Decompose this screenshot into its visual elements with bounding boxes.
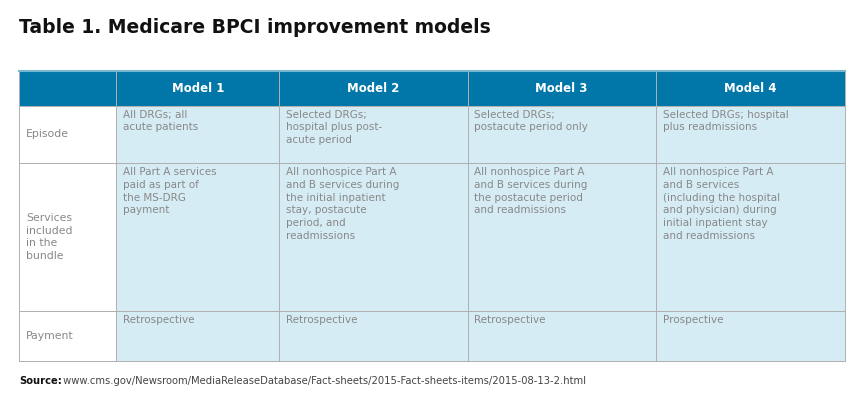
Text: Prospective: Prospective bbox=[663, 315, 723, 325]
Bar bbox=[19, 71, 117, 106]
Bar bbox=[117, 71, 279, 106]
Bar bbox=[467, 311, 656, 361]
Bar bbox=[279, 106, 467, 163]
Bar bbox=[117, 163, 279, 311]
Bar bbox=[279, 311, 467, 361]
Text: Table 1. Medicare BPCI improvement models: Table 1. Medicare BPCI improvement model… bbox=[19, 18, 491, 38]
Text: Payment: Payment bbox=[26, 331, 73, 341]
Bar bbox=[19, 163, 117, 311]
Text: Source:: Source: bbox=[19, 375, 62, 386]
Text: Model 4: Model 4 bbox=[724, 82, 777, 95]
Text: Retrospective: Retrospective bbox=[124, 315, 195, 325]
Text: Model 2: Model 2 bbox=[347, 82, 399, 95]
Text: Episode: Episode bbox=[26, 129, 69, 139]
Bar bbox=[467, 163, 656, 311]
Text: Model 1: Model 1 bbox=[172, 82, 224, 95]
Text: Selected DRGs; hospital
plus readmissions: Selected DRGs; hospital plus readmission… bbox=[663, 110, 789, 133]
Text: All nonhospice Part A
and B services during
the postacute period
and readmission: All nonhospice Part A and B services dur… bbox=[474, 167, 588, 215]
Text: Selected DRGs;
postacute period only: Selected DRGs; postacute period only bbox=[474, 110, 588, 133]
Bar bbox=[117, 106, 279, 163]
Text: Selected DRGs;
hospital plus post-
acute period: Selected DRGs; hospital plus post- acute… bbox=[286, 110, 383, 145]
Bar bbox=[656, 311, 845, 361]
Bar bbox=[279, 71, 467, 106]
Bar bbox=[117, 311, 279, 361]
Text: All DRGs; all
acute patients: All DRGs; all acute patients bbox=[124, 110, 199, 133]
Text: Model 3: Model 3 bbox=[536, 82, 588, 95]
Text: Services
included
in the
bundle: Services included in the bundle bbox=[26, 213, 73, 261]
Text: All Part A services
paid as part of
the MS-DRG
payment: All Part A services paid as part of the … bbox=[124, 167, 217, 215]
Text: Retrospective: Retrospective bbox=[286, 315, 358, 325]
Text: All nonhospice Part A
and B services during
the initial inpatient
stay, postacut: All nonhospice Part A and B services dur… bbox=[286, 167, 399, 241]
Text: All nonhospice Part A
and B services
(including the hospital
and physician) duri: All nonhospice Part A and B services (in… bbox=[663, 167, 780, 241]
Bar bbox=[19, 106, 117, 163]
Bar bbox=[467, 106, 656, 163]
Text: www.cms.gov/Newsroom/MediaReleaseDatabase/Fact-sheets/2015-Fact-sheets-items/201: www.cms.gov/Newsroom/MediaReleaseDatabas… bbox=[60, 375, 587, 386]
Text: Retrospective: Retrospective bbox=[474, 315, 546, 325]
Bar bbox=[467, 71, 656, 106]
Bar bbox=[656, 71, 845, 106]
Bar bbox=[656, 106, 845, 163]
Bar bbox=[19, 311, 117, 361]
Bar bbox=[656, 163, 845, 311]
Bar bbox=[279, 163, 467, 311]
